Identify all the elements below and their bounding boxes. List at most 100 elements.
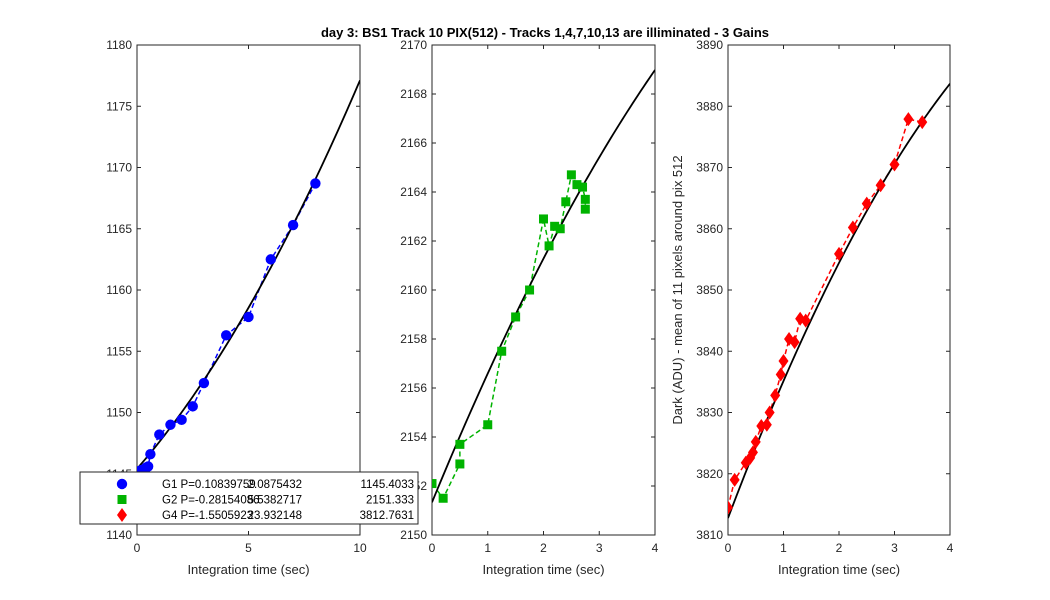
data-point — [578, 182, 588, 192]
legend-box — [79, 471, 419, 525]
y-tick-label: 2154 — [400, 430, 427, 444]
x-tick-label: 4 — [652, 541, 659, 555]
legend-value-2: 1145.4033 — [360, 479, 414, 491]
data-point — [889, 157, 900, 172]
data-point — [789, 335, 800, 350]
y-tick-label: 2164 — [400, 185, 427, 199]
y-tick-label: 3870 — [696, 161, 723, 175]
data-point — [455, 439, 465, 449]
legend-label: G2 P=-0.28154086 — [162, 495, 260, 507]
y-tick-label: 3850 — [696, 283, 723, 297]
y-tick-label: 2166 — [400, 136, 427, 150]
y-tick-label: 2150 — [400, 528, 427, 542]
x-axis-label: Integration time (sec) — [187, 562, 309, 577]
data-point — [142, 461, 154, 472]
data-point — [287, 219, 299, 231]
data-point — [455, 459, 465, 469]
data-point — [145, 448, 156, 460]
x-axis-label: Integration time (sec) — [778, 562, 900, 577]
x-axis-label: Integration time (sec) — [482, 562, 604, 577]
y-tick-label: 3890 — [696, 38, 723, 52]
data-point — [580, 194, 590, 204]
data-point — [497, 346, 507, 356]
legend-marker — [117, 508, 127, 522]
axes-box — [136, 44, 361, 536]
x-tick-label: 2 — [836, 541, 843, 555]
y-tick-label: 2158 — [400, 332, 427, 346]
y-tick-label: 3830 — [696, 406, 723, 420]
x-tick-label: 1 — [780, 541, 787, 555]
y-tick-label: 1150 — [106, 406, 132, 420]
legend-value-1: 2.0875432 — [248, 479, 302, 491]
data-point — [550, 221, 560, 231]
data-point — [544, 241, 554, 251]
data-point — [750, 434, 761, 449]
data-point — [310, 178, 321, 189]
y-tick-label: 1155 — [106, 344, 132, 358]
data-point — [729, 472, 740, 487]
x-tick-label: 0 — [725, 541, 732, 555]
x-tick-label: 3 — [891, 541, 898, 555]
data-point — [265, 254, 276, 265]
y-tick-label: 3820 — [696, 467, 723, 481]
legend-marker — [117, 495, 127, 504]
y-tick-label: 1160 — [106, 283, 132, 297]
data-point — [432, 479, 437, 489]
data-point — [187, 401, 198, 412]
y-tick-label: 3880 — [696, 99, 723, 113]
y-tick-label: 1170 — [106, 161, 132, 175]
data-point — [561, 197, 571, 207]
legend-label: G4 P=-1.5505923 — [162, 510, 253, 522]
data-point — [728, 500, 733, 515]
y-tick-label: 2170 — [400, 38, 427, 52]
data-point — [511, 312, 521, 322]
plot-area — [728, 83, 950, 519]
data-point — [775, 367, 786, 382]
y-tick-label: 3810 — [696, 528, 723, 542]
data-point — [539, 214, 548, 224]
x-tick-label: 1 — [484, 541, 491, 555]
x-tick-label: 2 — [540, 541, 547, 555]
data-point — [834, 246, 844, 261]
y-tick-label: 2156 — [400, 381, 427, 395]
x-tick-label: 0 — [429, 541, 436, 555]
legend-marker — [116, 478, 128, 490]
y-tick-label: 1165 — [106, 222, 132, 236]
legend-value-2: 2151.333 — [366, 495, 414, 507]
y-tick-label: 1140 — [106, 528, 132, 542]
data-point — [572, 180, 582, 190]
y-tick-label: 2168 — [400, 87, 427, 101]
data-point — [875, 178, 886, 193]
data-point — [847, 220, 858, 235]
fit-curve — [137, 79, 360, 470]
plot-area — [432, 69, 655, 503]
subplot-g4: 0 1 2 3 4 3810 3820 3830 3840 3850 3860 3870 3880 389… — [670, 38, 954, 577]
legend-value-1: 23.932148 — [248, 510, 302, 522]
data-point — [154, 429, 165, 440]
y-tick-label: 3860 — [696, 222, 723, 236]
data-point — [770, 388, 781, 403]
x-tick-label: 10 — [353, 541, 367, 555]
data-point — [747, 445, 758, 460]
fit-curve — [432, 69, 655, 503]
figure-title: day 3: BS1 Track 10 PIX(512) - Tracks 1,… — [321, 25, 769, 40]
data-point — [176, 414, 187, 426]
data-point — [580, 204, 590, 214]
x-tick-label: 5 — [245, 541, 252, 555]
data-point — [243, 311, 254, 323]
data-point — [483, 420, 493, 430]
x-tick-label: 0 — [134, 541, 141, 555]
subplot-g1: 0510114011451150115511601165117011751180… — [106, 38, 367, 577]
y-tick-label: 1175 — [106, 99, 132, 113]
data-point — [555, 224, 565, 234]
y-tick-label: 2162 — [400, 234, 427, 248]
subplot-panels: 0510114011451150115511601165117011751180… — [106, 38, 953, 577]
y-tick-label: 2160 — [400, 283, 427, 297]
plot-area — [137, 79, 360, 477]
y-axis-label: Dark (ADU) - mean of 11 pixels around pi… — [670, 155, 685, 424]
data-dashed-line — [728, 118, 923, 508]
legend-label: G1 P=0.10839759 — [162, 479, 256, 491]
data-point — [566, 170, 576, 180]
